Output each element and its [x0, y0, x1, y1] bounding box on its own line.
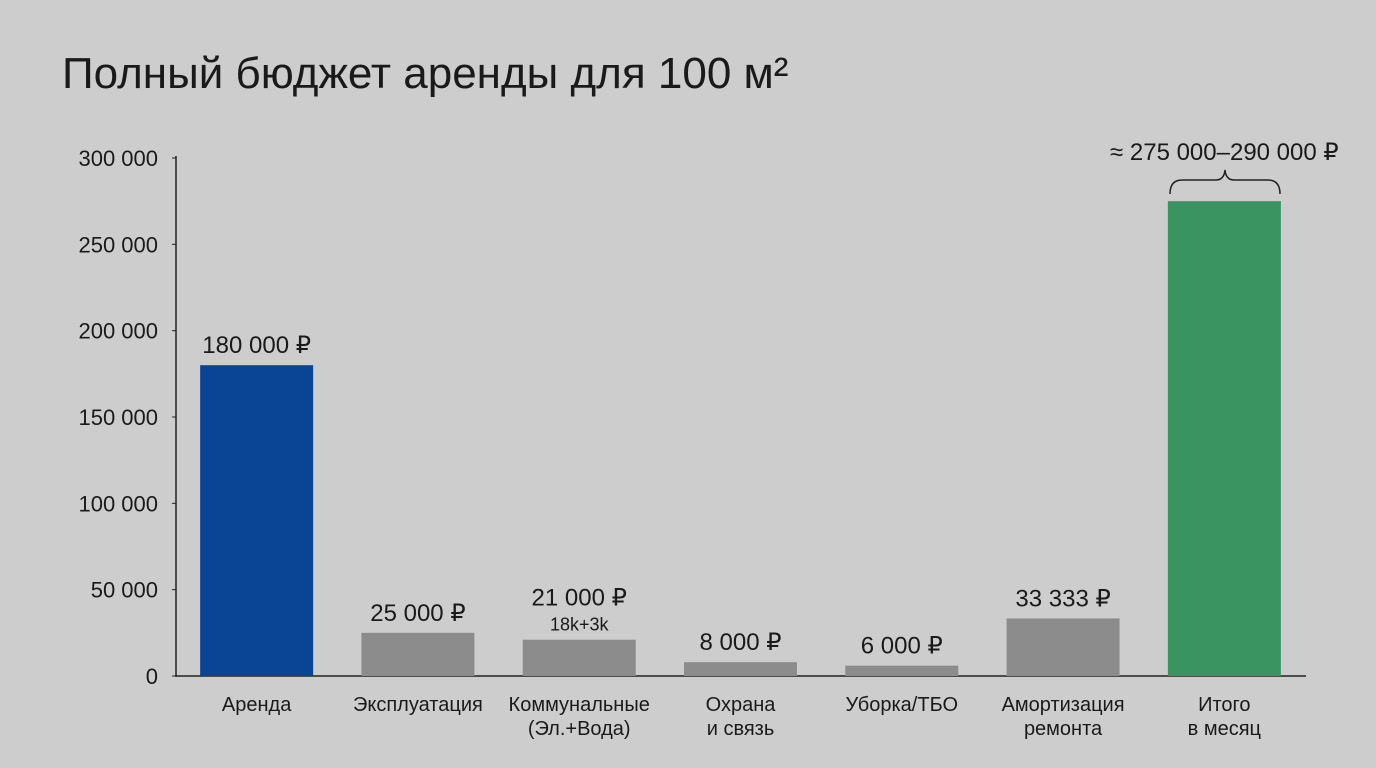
y-tick-label: 300 000	[78, 146, 158, 171]
value-label: 21 000 ₽	[532, 585, 627, 612]
x-tick-label: Аренда	[221, 694, 292, 716]
x-tick-label: Итого в месяц	[1187, 694, 1262, 740]
chart-title: Полный бюджет аренды для 100 м²	[62, 49, 788, 98]
value-label: 6 000 ₽	[861, 633, 943, 660]
y-tick-label: 100 000	[78, 491, 158, 516]
value-label: 33 333 ₽	[1015, 585, 1110, 612]
y-tick-label: 250 000	[78, 232, 158, 257]
bar	[845, 665, 959, 676]
bar	[522, 639, 636, 676]
y-tick-label: 150 000	[78, 405, 158, 430]
y-tick-label: 50 000	[91, 578, 158, 603]
y-tick-label: 200 000	[78, 319, 158, 344]
bar	[1006, 618, 1120, 676]
x-tick-label: Уборка/ТБО	[845, 694, 959, 716]
value-label: 180 000 ₽	[202, 332, 311, 359]
value-label: 8 000 ₽	[700, 629, 782, 656]
y-tick-label: 0	[146, 664, 158, 689]
total-brace	[1169, 169, 1281, 195]
x-tick-label: Эксплуатация	[353, 694, 483, 716]
x-tick-label: Коммунальные (Эл.+Вода)	[508, 694, 650, 740]
x-tick-label: Охрана и связь	[705, 694, 776, 740]
total-annotation: ≈ 275 000–290 000 ₽	[1110, 139, 1339, 166]
value-label: 25 000 ₽	[370, 600, 465, 627]
bar	[361, 632, 475, 676]
bar	[1167, 201, 1281, 676]
value-note: 18k+3k	[550, 615, 610, 635]
bar	[200, 365, 314, 676]
x-tick-label: Амортизация ремонта	[1001, 694, 1125, 740]
bar	[684, 662, 797, 676]
